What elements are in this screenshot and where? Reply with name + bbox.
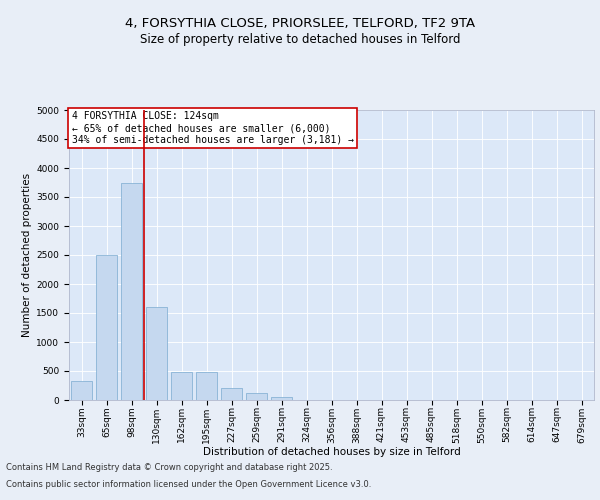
Y-axis label: Number of detached properties: Number of detached properties: [22, 173, 32, 337]
Text: Contains HM Land Registry data © Crown copyright and database right 2025.: Contains HM Land Registry data © Crown c…: [6, 464, 332, 472]
X-axis label: Distribution of detached houses by size in Telford: Distribution of detached houses by size …: [203, 447, 460, 457]
Bar: [196, 372, 217, 400]
Text: 4 FORSYTHIA CLOSE: 124sqm
← 65% of detached houses are smaller (6,000)
34% of se: 4 FORSYTHIA CLOSE: 124sqm ← 65% of detac…: [71, 112, 353, 144]
Text: 4, FORSYTHIA CLOSE, PRIORSLEE, TELFORD, TF2 9TA: 4, FORSYTHIA CLOSE, PRIORSLEE, TELFORD, …: [125, 18, 475, 30]
Bar: [71, 381, 92, 400]
Bar: [96, 255, 117, 400]
Bar: [271, 396, 292, 400]
Bar: [146, 307, 167, 400]
Bar: [221, 388, 242, 400]
Bar: [171, 372, 192, 400]
Bar: [246, 393, 267, 400]
Bar: [121, 182, 142, 400]
Text: Size of property relative to detached houses in Telford: Size of property relative to detached ho…: [140, 32, 460, 46]
Text: Contains public sector information licensed under the Open Government Licence v3: Contains public sector information licen…: [6, 480, 371, 489]
